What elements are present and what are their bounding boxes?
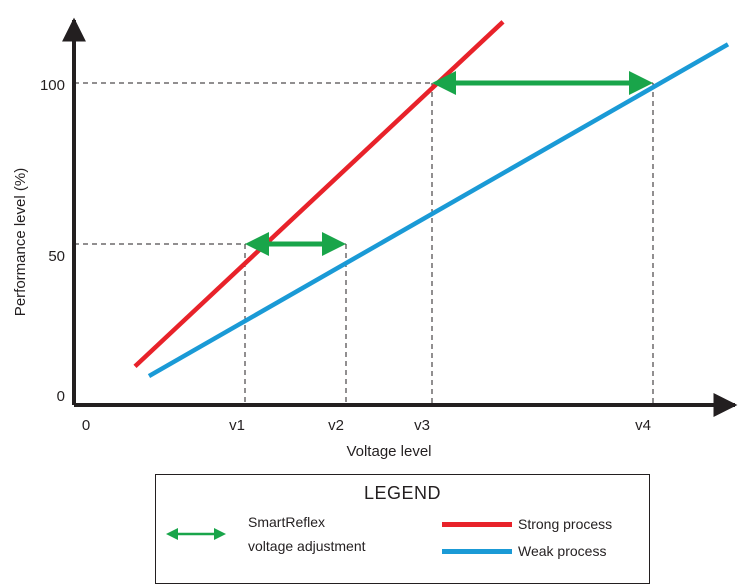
arrow-head-right <box>322 232 346 256</box>
series-line-weak-process <box>147 42 730 378</box>
legend-swatch-weak-process <box>442 549 512 554</box>
y-axis-title: Performance level (%) <box>12 168 29 316</box>
arrow-head-left <box>245 232 269 256</box>
legend-swatch-strong-process <box>442 522 512 527</box>
smartreflex-arrow-v1-v2 <box>245 232 346 256</box>
series-line-strong-process <box>133 20 505 369</box>
x-tick-label-0: 0 <box>82 417 90 434</box>
x-axis-title: Voltage level <box>346 443 431 460</box>
legend: LEGEND SmartReflex voltage adjustment St… <box>155 474 650 584</box>
dashed-guides <box>74 82 654 405</box>
arrow-head-left <box>432 71 456 95</box>
legend-label-adjustment-line2: voltage adjustment <box>248 538 366 554</box>
x-tick-label-v4: v4 <box>635 417 651 434</box>
voltage-performance-chart: 0 50 100 0 v1 v2 v3 v4 Voltage level Per… <box>12 17 738 460</box>
legend-label-strong-process: Strong process <box>518 516 613 532</box>
x-tick-label-v2: v2 <box>328 417 344 434</box>
y-tick-label-50: 50 <box>48 248 65 265</box>
legend-label-adjustment-line1: SmartReflex <box>248 514 326 530</box>
y-tick-label-100: 100 <box>40 77 65 94</box>
smartreflex-arrow-v3-v4 <box>432 71 653 95</box>
x-tick-label-v3: v3 <box>414 417 430 434</box>
y-tick-label-0: 0 <box>57 388 65 405</box>
legend-title: LEGEND <box>363 483 442 503</box>
arrow-head-right <box>629 71 653 95</box>
legend-label-weak-process: Weak process <box>518 543 607 559</box>
double-arrow-icon <box>166 528 226 540</box>
x-tick-label-v1: v1 <box>229 417 245 434</box>
smartreflex-arrows <box>245 71 653 256</box>
